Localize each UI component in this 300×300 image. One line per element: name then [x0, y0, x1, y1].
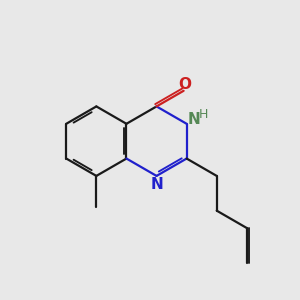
Text: O: O — [178, 77, 192, 92]
Text: N: N — [188, 112, 200, 128]
Text: N: N — [150, 177, 163, 192]
Text: H: H — [199, 108, 208, 121]
